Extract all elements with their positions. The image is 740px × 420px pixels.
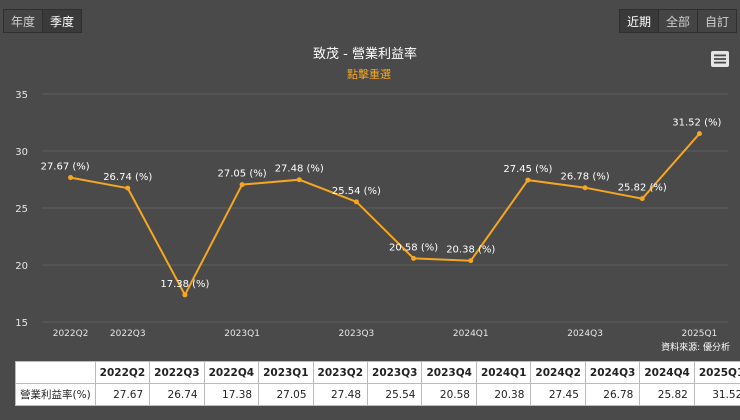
data-label: 27.67 (%) [41, 162, 90, 173]
x-tick-label: 2024Q3 [567, 329, 603, 339]
data-point[interactable] [696, 131, 702, 137]
hamburger-menu-icon[interactable] [710, 50, 730, 68]
y-tick-label: 20 [15, 261, 28, 272]
custom-tab[interactable]: 自訂 [697, 9, 737, 33]
data-table: 2022Q2 2022Q3 2022Q4 2023Q1 2023Q2 2023Q3 2023… [15, 361, 740, 406]
table-row-label: 營業利益率(%) [15, 383, 96, 406]
table-cell: 25.82 [639, 383, 695, 406]
data-point[interactable] [639, 196, 645, 202]
table-header-cell: 2022Q4 [203, 361, 260, 384]
data-label: 26.74 (%) [103, 172, 152, 183]
table-header-cell: 2025Q1 [693, 361, 740, 384]
table-header-cell: 2023Q2 [312, 361, 369, 384]
y-tick-label: 30 [15, 147, 28, 158]
source-note: 資料來源: 優分析 [661, 343, 730, 353]
data-point[interactable] [182, 292, 188, 298]
table-header-cell: 2024Q3 [584, 361, 641, 384]
table-header-row: 2022Q2 2022Q3 2022Q4 2023Q1 2023Q2 2023Q3 2023… [15, 361, 740, 384]
data-label: 25.54 (%) [332, 186, 381, 197]
data-label: 26.78 (%) [561, 172, 610, 183]
recent-tab[interactable]: 近期 [618, 9, 659, 33]
table-cell: 27.05 [258, 383, 314, 406]
table-header-cell: 2024Q2 [530, 361, 586, 384]
data-label: 27.05 (%) [218, 169, 267, 180]
x-tick-label: 2022Q2 [53, 329, 89, 339]
table-cell: 27.45 [530, 383, 586, 406]
period-toggle: 年度 季度 [3, 9, 83, 33]
x-tick-label: 2023Q1 [224, 329, 260, 339]
table-header-cell: 2023Q4 [421, 361, 477, 384]
data-label: 27.48 (%) [275, 164, 324, 175]
x-tick-label: 2022Q3 [110, 329, 146, 339]
data-point[interactable] [468, 258, 474, 264]
table-cell: 26.78 [584, 383, 641, 406]
table-cell: 31.52 [693, 383, 740, 406]
y-tick-label: 25 [15, 204, 28, 215]
data-label: 27.45 (%) [503, 164, 552, 175]
series-line[interactable] [70, 133, 701, 298]
x-tick-label: 2023Q3 [339, 329, 375, 339]
data-point[interactable] [125, 185, 131, 191]
table-cell: 25.54 [367, 383, 423, 406]
table-cell: 27.67 [94, 383, 151, 406]
table-cell: 20.38 [475, 383, 532, 406]
x-tick-label: 2024Q1 [453, 329, 489, 339]
table-row: 營業利益率(%) 27.67 26.74 17.38 27.05 27.48 25.54 2… [15, 383, 740, 406]
data-point[interactable] [68, 175, 74, 181]
data-point[interactable] [239, 182, 245, 188]
table-cell: 17.38 [203, 383, 260, 406]
quarterly-tab[interactable]: 季度 [43, 9, 83, 33]
annual-tab[interactable]: 年度 [3, 9, 44, 33]
range-toggle: 近期 全部 自訂 [618, 9, 737, 33]
data-label: 25.82 (%) [618, 183, 667, 194]
y-tick-label: 15 [15, 318, 28, 329]
data-label: 17.38 (%) [160, 279, 209, 290]
table-header-cell: 2022Q2 [94, 361, 151, 384]
data-point[interactable] [353, 199, 359, 205]
chart-title: 致茂 - 營業利益率 [313, 46, 417, 62]
data-point[interactable] [582, 185, 588, 191]
table-header-cell: 2023Q1 [258, 361, 314, 384]
table-cell: 26.74 [149, 383, 205, 406]
table-header-cell: 2024Q1 [475, 361, 532, 384]
data-point[interactable] [525, 177, 531, 183]
data-label: 20.38 (%) [446, 245, 495, 256]
table-header-cell: 2023Q3 [367, 361, 423, 384]
x-tick-label: 2025Q1 [682, 329, 718, 339]
data-point[interactable] [296, 177, 302, 183]
table-corner-cell [15, 361, 96, 384]
all-tab[interactable]: 全部 [658, 9, 698, 33]
data-label: 31.52 (%) [672, 118, 721, 129]
table-header-cell: 2022Q3 [149, 361, 205, 384]
data-label: 20.58 (%) [389, 242, 438, 253]
y-tick-label: 35 [15, 90, 28, 101]
table-cell: 20.58 [421, 383, 477, 406]
table-header-cell: 2024Q4 [639, 361, 695, 384]
table-cell: 27.48 [312, 383, 369, 406]
chart-subtitle[interactable]: 點擊重選 [347, 67, 391, 81]
line-chart: 致茂 - 營業利益率 點擊重選 15 20 25 30 35 2022Q2 2022Q3 2… [15, 46, 728, 339]
data-point[interactable] [411, 255, 417, 261]
